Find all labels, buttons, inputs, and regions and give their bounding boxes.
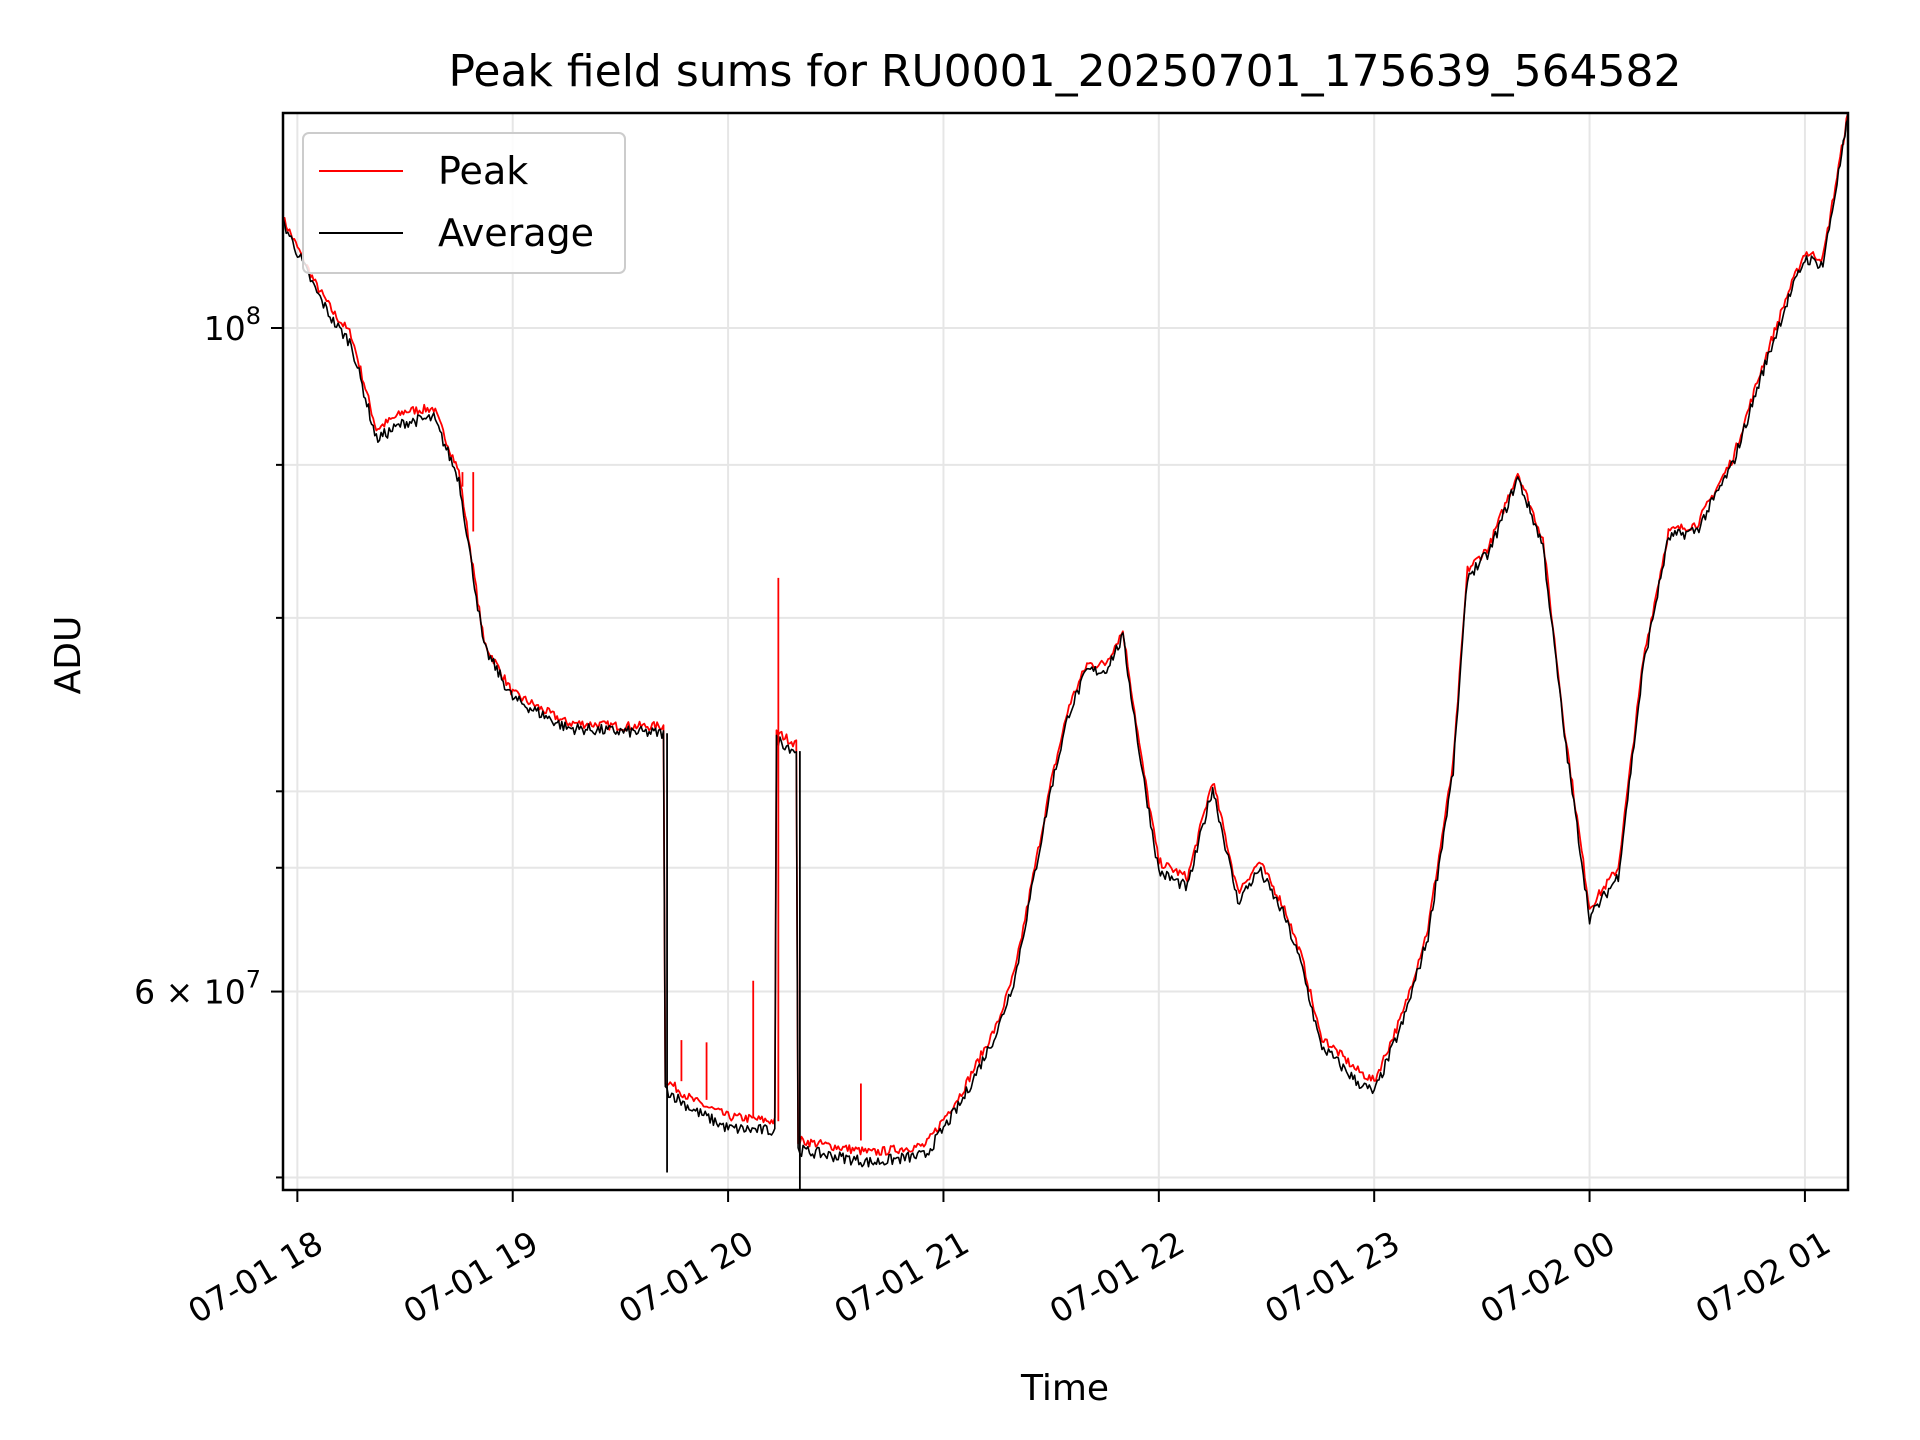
series-line-peak [282, 112, 1849, 1156]
x-tick-label: 07-01 18 [181, 1223, 329, 1331]
x-tick-label: 07-01 22 [1043, 1223, 1191, 1331]
series-line-average [282, 118, 1849, 1168]
x-tick-label: 07-02 01 [1689, 1223, 1837, 1331]
legend-label-average: Average [438, 211, 594, 255]
legend-label-peak: Peak [438, 149, 528, 193]
y-tick-base: 10 [204, 309, 246, 348]
y-tick-label: 108 [204, 302, 261, 348]
legend: Peak Average [302, 132, 626, 274]
grid-lines [283, 113, 1848, 1190]
x-axis-label: Time [1020, 1368, 1109, 1409]
x-tick-label: 07-01 20 [612, 1223, 760, 1331]
x-tick-label: 07-02 00 [1474, 1223, 1622, 1331]
y-tick-exponent: 8 [246, 302, 261, 330]
chart-title: Peak field sums for RU0001_20250701_1756… [448, 46, 1681, 97]
axes: 07-01 18 07-01 19 07-01 20 07-01 21 07-01 22… [134, 111, 1850, 1331]
x-tick-label: 07-01 21 [827, 1223, 975, 1331]
plot-frame [281, 111, 1850, 1192]
x-tick-label: 07-01 19 [397, 1223, 545, 1331]
x-tick-label: 07-01 23 [1258, 1223, 1406, 1331]
series-lines [282, 112, 1849, 1190]
y-tick-label: 6 × 107 [134, 966, 261, 1012]
legend-box [302, 132, 626, 274]
y-tick-exponent: 7 [246, 966, 261, 994]
y-axis-label: ADU [48, 616, 89, 695]
y-tick-base: 6 × 10 [134, 973, 246, 1012]
